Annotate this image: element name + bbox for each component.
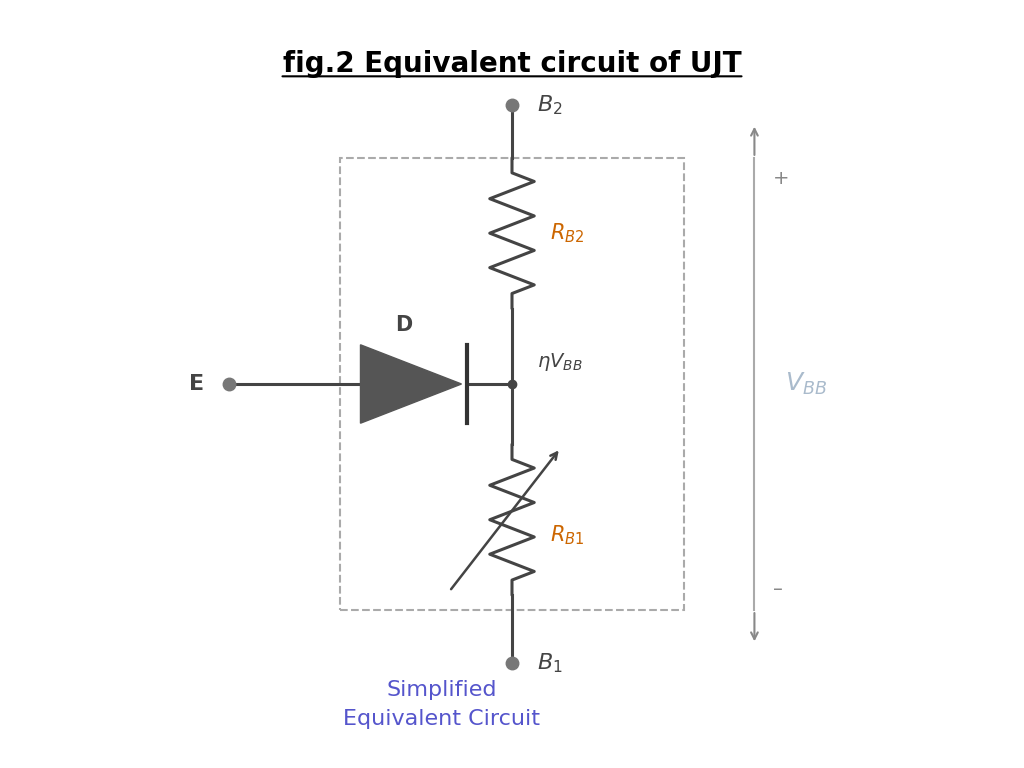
Text: $R_{B1}$: $R_{B1}$ xyxy=(550,523,585,547)
Text: Simplified
Equivalent Circuit: Simplified Equivalent Circuit xyxy=(343,680,540,730)
Text: fig.2 Equivalent circuit of UJT: fig.2 Equivalent circuit of UJT xyxy=(283,49,741,78)
Text: $R_{B2}$: $R_{B2}$ xyxy=(550,221,585,245)
Text: $B_1$: $B_1$ xyxy=(538,651,563,675)
Text: $\eta V_{BB}$: $\eta V_{BB}$ xyxy=(538,351,583,372)
Text: –: – xyxy=(773,580,782,599)
Bar xyxy=(340,157,684,611)
Text: $V_{BB}$: $V_{BB}$ xyxy=(784,371,826,397)
Text: $B_2$: $B_2$ xyxy=(538,93,563,117)
Text: D: D xyxy=(395,315,412,335)
Text: +: + xyxy=(773,169,790,188)
Text: E: E xyxy=(188,374,204,394)
Polygon shape xyxy=(360,345,462,423)
